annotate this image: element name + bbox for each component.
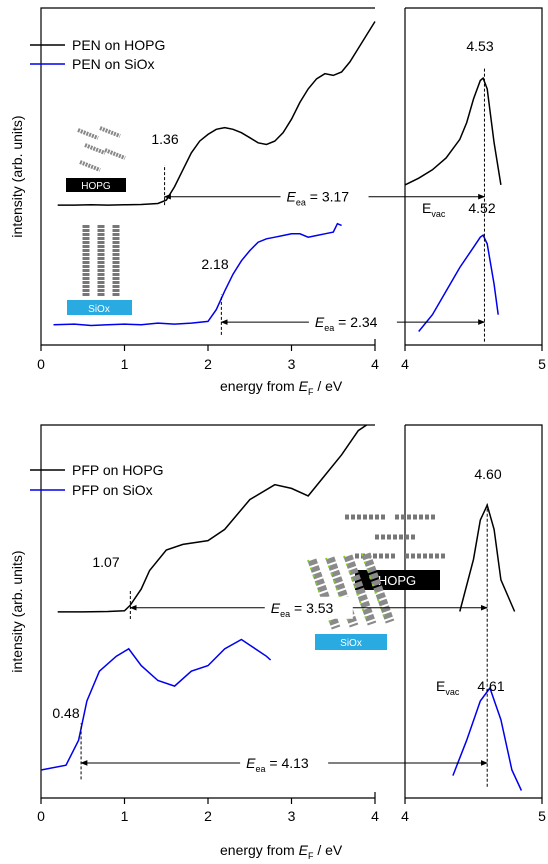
molecule bbox=[343, 554, 377, 626]
molecule bbox=[77, 128, 99, 140]
label-var: E bbox=[422, 200, 431, 216]
x2-tick-label: 5 bbox=[538, 808, 546, 824]
x-tick-label: 0 bbox=[37, 808, 45, 824]
x2-tick-label: 4 bbox=[401, 356, 409, 372]
sub-label: energy from EF / eV bbox=[220, 842, 343, 861]
label-text: energy from bbox=[220, 378, 299, 394]
x-tick-label: 1 bbox=[121, 808, 129, 824]
label-bg bbox=[280, 185, 369, 208]
annotation: 4.52 bbox=[468, 200, 495, 216]
label-sub: vac bbox=[445, 687, 460, 697]
label-sub: ea bbox=[255, 764, 265, 774]
molecule bbox=[79, 160, 101, 172]
label-var: E bbox=[436, 678, 445, 694]
label-var: E bbox=[299, 842, 309, 858]
label-var: E bbox=[271, 600, 281, 616]
label-sub: F bbox=[308, 851, 314, 861]
sub-label: Eea = 4.13 bbox=[246, 755, 309, 774]
label-var: E bbox=[315, 314, 325, 330]
label-sub: ea bbox=[296, 198, 306, 208]
annotation: 4.53 bbox=[466, 38, 493, 54]
annotation: 4.60 bbox=[474, 466, 501, 482]
label-text: = 4.13 bbox=[265, 755, 308, 771]
label-text: = 3.53 bbox=[290, 600, 333, 616]
x-tick-label: 0 bbox=[37, 356, 45, 372]
label-bg bbox=[308, 311, 397, 334]
label-sub: vac bbox=[431, 209, 446, 219]
label-bg bbox=[264, 596, 353, 619]
x-tick-label: 2 bbox=[204, 808, 212, 824]
legend-label: PEN on HOPG bbox=[72, 37, 165, 53]
molecule bbox=[99, 126, 121, 138]
sub-label: Eea = 3.53 bbox=[271, 600, 334, 619]
y-axis-label: intensity (arb. units) bbox=[9, 550, 25, 672]
x-tick-label: 3 bbox=[288, 808, 296, 824]
molecule bbox=[361, 552, 395, 624]
substrate bbox=[315, 634, 387, 650]
sub-label: energy from EF / eV bbox=[220, 378, 343, 397]
label-sub: ea bbox=[324, 323, 334, 333]
substrate bbox=[66, 178, 126, 192]
label-var: E bbox=[246, 755, 256, 771]
legend-label: PFP on SiOx bbox=[72, 482, 153, 498]
legend-label: PFP on HOPG bbox=[72, 462, 164, 478]
label-unit: / eV bbox=[313, 378, 342, 394]
x-tick-label: 1 bbox=[121, 356, 129, 372]
x-tick-label: 2 bbox=[204, 356, 212, 372]
molecule bbox=[104, 148, 126, 160]
axis-frame bbox=[404, 7, 543, 346]
label-var: E bbox=[299, 378, 309, 394]
label-text: = 2.34 bbox=[334, 314, 377, 330]
sub-label: Evac bbox=[422, 200, 446, 219]
label-sub: ea bbox=[280, 609, 290, 619]
inset-label: SiOx bbox=[88, 304, 110, 315]
label-text: energy from bbox=[220, 842, 299, 858]
spectrum-line bbox=[57, 21, 502, 206]
molecule bbox=[84, 143, 106, 155]
y-axis-label: intensity (arb. units) bbox=[9, 115, 25, 237]
x-tick-label: 4 bbox=[371, 356, 379, 372]
annotation: 2.18 bbox=[201, 256, 228, 272]
sub-label: Evac bbox=[436, 678, 460, 697]
label-var: E bbox=[287, 189, 297, 205]
inset-label: HOPG bbox=[378, 573, 416, 588]
sub-label: Eea = 2.34 bbox=[315, 314, 378, 333]
x2-tick-label: 5 bbox=[538, 356, 546, 372]
sub-label: Eea = 3.17 bbox=[287, 189, 350, 208]
annotation: 0.48 bbox=[52, 705, 79, 721]
legend-label: PEN on SiOx bbox=[72, 56, 154, 72]
inset-label: SiOx bbox=[340, 638, 362, 649]
spectrum-line bbox=[53, 222, 499, 332]
label-bg bbox=[240, 751, 329, 774]
axis-frame bbox=[404, 424, 543, 799]
label-unit: / eV bbox=[313, 842, 342, 858]
inset-label: HOPG bbox=[81, 181, 111, 192]
substrate bbox=[67, 300, 132, 315]
x-tick-label: 4 bbox=[371, 808, 379, 824]
label-text: = 3.17 bbox=[306, 189, 349, 205]
spectrum-line bbox=[57, 424, 516, 613]
x2-tick-label: 4 bbox=[401, 808, 409, 824]
annotation: 1.36 bbox=[151, 131, 178, 147]
label-sub: F bbox=[308, 387, 314, 397]
annotation: 1.07 bbox=[92, 554, 119, 570]
spectrum-line bbox=[40, 638, 523, 791]
annotation: 4.61 bbox=[477, 678, 504, 694]
x-tick-label: 3 bbox=[288, 356, 296, 372]
